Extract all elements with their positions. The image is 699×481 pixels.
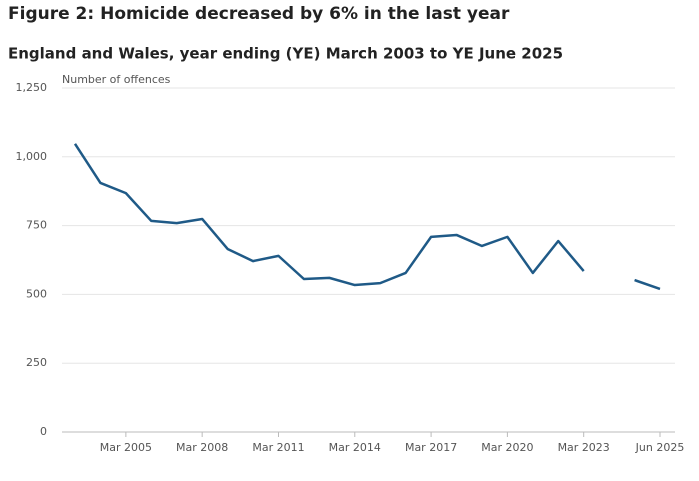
x-tick-label: Mar 2023 [558,441,610,454]
y-tick-label: 250 [26,356,47,369]
x-tick-label: Mar 2020 [481,441,533,454]
x-tick-label: Mar 2005 [100,441,152,454]
x-tick-label: Mar 2014 [329,441,381,454]
x-tick-label: Mar 2011 [252,441,304,454]
y-tick-label: 1,000 [16,150,48,163]
chart-title: Figure 2: Homicide decreased by 6% in th… [8,4,510,24]
series-line [73,143,661,291]
y-axis-label: Number of offences [62,73,171,86]
y-tick-label: 500 [26,287,47,300]
x-tick-label: Mar 2017 [405,441,457,454]
y-tick-label: 1,250 [16,81,48,94]
x-tick-label: Jun 2025 [635,441,685,454]
chart-subtitle: England and Wales, year ending (YE) Marc… [8,45,563,63]
y-tick-label: 0 [40,425,47,438]
x-tick-label: Mar 2008 [176,441,228,454]
y-tick-label: 750 [26,219,47,232]
